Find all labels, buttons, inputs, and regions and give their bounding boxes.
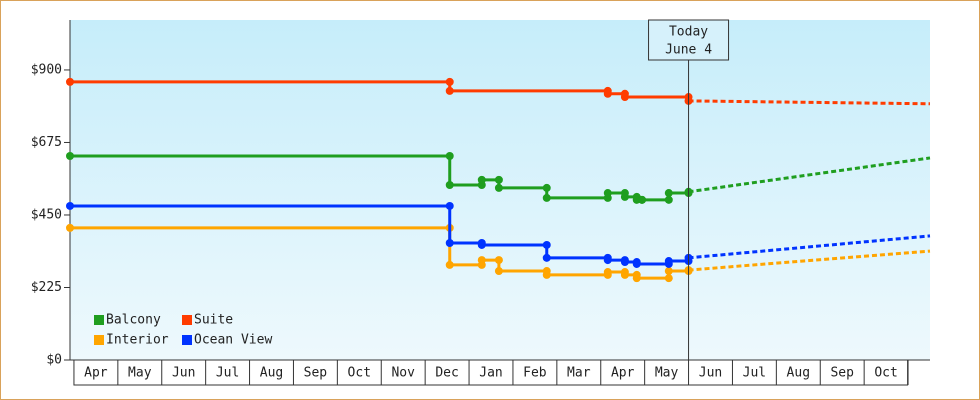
- y-tick-label: $675: [31, 135, 62, 150]
- x-tick-label: May: [128, 366, 152, 381]
- price-dot: [66, 223, 74, 232]
- price-dot: [620, 192, 629, 201]
- forecast-line: [688, 249, 931, 272]
- price-dot: [620, 258, 629, 267]
- x-tick-label: Mar: [567, 366, 591, 381]
- price-dot: [542, 270, 551, 279]
- price-dot: [477, 240, 486, 249]
- forecast-line: [688, 99, 931, 106]
- forecast-line: [688, 234, 931, 260]
- x-tick-label: Nov: [391, 366, 415, 381]
- x-tick-label: Oct: [348, 366, 371, 381]
- y-tick-label: $225: [31, 280, 62, 295]
- legend-label: Balcony: [106, 313, 161, 328]
- forecast-line: [688, 156, 931, 194]
- x-tick-label: Jul: [743, 366, 766, 381]
- price-dot: [66, 201, 74, 210]
- price-dot: [494, 183, 503, 192]
- legend-label: Ocean View: [194, 333, 272, 348]
- legend-swatch: [182, 315, 192, 325]
- price-dot: [445, 201, 454, 210]
- x-tick-label: Aug: [260, 366, 283, 381]
- x-tick-label: Apr: [84, 366, 108, 381]
- price-dot: [603, 268, 612, 277]
- price-dot: [494, 256, 503, 265]
- price-dot: [664, 189, 673, 198]
- price-dot: [603, 89, 612, 98]
- price-dot: [66, 77, 74, 86]
- x-tick-label: Dec: [435, 366, 458, 381]
- price-dot: [620, 270, 629, 279]
- price-dot: [66, 152, 74, 160]
- price-dot: [445, 181, 454, 190]
- x-tick-label: Jan: [479, 366, 502, 381]
- price-dot: [632, 259, 641, 268]
- today-label: Today: [669, 25, 708, 40]
- x-tick-label: May: [655, 366, 679, 381]
- x-tick-label: Jul: [216, 366, 239, 381]
- x-tick-label: Oct: [874, 366, 897, 381]
- price-dot: [603, 189, 612, 198]
- legend-label: Suite: [194, 313, 233, 328]
- price-dot: [664, 257, 673, 266]
- price-dot: [638, 195, 647, 204]
- price-dot: [494, 175, 503, 184]
- price-dot: [632, 274, 641, 283]
- price-dot: [542, 253, 551, 262]
- y-tick-label: $900: [31, 62, 62, 77]
- legend-swatch: [182, 335, 192, 345]
- price-dot: [664, 274, 673, 283]
- legend-label: Interior: [106, 333, 169, 348]
- y-tick-label: $450: [31, 207, 62, 222]
- price-dot: [477, 175, 486, 184]
- price-dot: [445, 86, 454, 95]
- price-dot: [603, 256, 612, 265]
- price-dot: [477, 256, 486, 265]
- price-dot: [542, 183, 551, 192]
- today-date: June 4: [665, 43, 712, 58]
- price-dot: [445, 77, 454, 86]
- x-tick-label: Apr: [611, 366, 635, 381]
- x-tick-label: Feb: [523, 366, 547, 381]
- x-tick-label: Jun: [699, 366, 722, 381]
- x-tick-label: Sep: [830, 366, 854, 381]
- price-dot: [494, 267, 503, 276]
- price-dot: [445, 152, 454, 160]
- today-box: [648, 19, 730, 61]
- price-dot: [664, 195, 673, 204]
- price-dot: [542, 193, 551, 202]
- x-tick-label: Aug: [787, 366, 810, 381]
- legend-swatch: [94, 335, 104, 345]
- price-dot: [664, 267, 673, 276]
- legend-swatch: [94, 315, 104, 325]
- price-dot: [620, 93, 629, 102]
- price-dot: [445, 239, 454, 248]
- price-dot: [542, 240, 551, 249]
- x-tick-label: Sep: [304, 366, 328, 381]
- y-tick-label: $0: [46, 353, 62, 368]
- price-dot: [445, 260, 454, 269]
- x-tick-label: Jun: [172, 366, 195, 381]
